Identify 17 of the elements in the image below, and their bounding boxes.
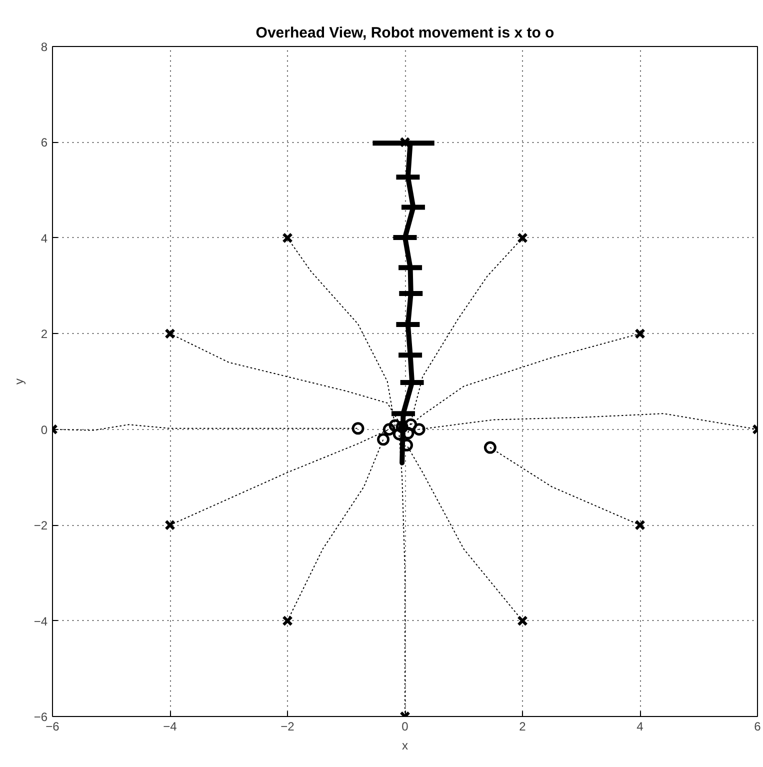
y-tick-label: 6 <box>40 136 48 150</box>
x-axis-title: x <box>402 738 408 752</box>
y-tick-label: −6 <box>34 710 48 724</box>
y-tick-label: 2 <box>40 327 48 342</box>
y-tick-label: −4 <box>34 614 48 628</box>
x-tick-label: 0 <box>402 720 409 734</box>
x-tick-label: 2 <box>519 720 526 734</box>
y-tick-label: 0 <box>40 422 48 437</box>
y-tick-label: 4 <box>40 231 48 246</box>
x-tick-label: 4 <box>636 720 644 734</box>
y-tick-label: 8 <box>40 40 48 54</box>
y-tick-label: −2 <box>34 518 48 533</box>
x-tick-label: −4 <box>163 720 178 734</box>
y-axis-title: y <box>12 378 26 384</box>
x-tick-label: −2 <box>280 720 295 734</box>
x-tick-label: 6 <box>754 720 762 734</box>
chart-title: Overhead View, Robot movement is x to o <box>256 24 554 42</box>
